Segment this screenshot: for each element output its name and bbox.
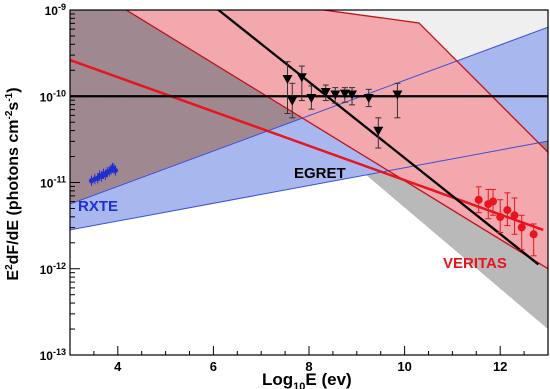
band-overlap — [70, 10, 548, 205]
veritas-point — [474, 195, 483, 204]
y-tick-label: 10-13 — [40, 347, 66, 363]
veritas-label: VERITAS — [443, 255, 507, 272]
egret-point — [330, 90, 341, 100]
egret-label: EGRET — [294, 165, 346, 182]
x-tick-label: 8 — [305, 359, 312, 374]
egret-point — [287, 96, 298, 106]
egret-point — [347, 90, 358, 100]
egret-point — [296, 73, 307, 83]
veritas-point — [489, 197, 498, 206]
veritas-point — [517, 223, 526, 232]
rxte-label: RXTE — [78, 198, 118, 215]
x-tick-label: 6 — [210, 359, 217, 374]
x-tick-label: 10 — [397, 359, 411, 374]
blue_band-upper-edge — [70, 26, 548, 205]
veritas-model-line — [70, 58, 544, 232]
axes: 4 6 8 10 12 10-13 10-12 10-11 10-10 10-9 — [40, 2, 549, 374]
red_band-lower-edge — [124, 10, 548, 270]
veritas-point — [503, 206, 512, 215]
egret-point — [339, 89, 350, 99]
egret-point — [373, 126, 384, 136]
y-axis-title: E2dF/dE (photons cm-2s-1) — [4, 87, 22, 280]
egret-point — [306, 93, 317, 103]
rxte-point — [112, 167, 119, 174]
svg-text:Log10E (ev): Log10E (ev) — [262, 370, 352, 389]
data-points — [88, 61, 538, 257]
x-tick-label: 12 — [493, 359, 507, 374]
veritas-point — [510, 211, 519, 220]
y-tick-label: 10-9 — [45, 2, 66, 18]
egret-model-line-2 — [216, 10, 540, 266]
veritas-point — [529, 230, 538, 239]
svg-text:E2dF/dE (photons cm-2s-1): E2dF/dE (photons cm-2s-1) — [4, 87, 22, 280]
egret-point — [363, 93, 374, 103]
veritas-point — [496, 213, 505, 221]
y-tick-label: 10-10 — [40, 88, 66, 104]
y-tick-label: 10-12 — [40, 261, 66, 277]
x-axis-title: Log10E (ev) — [262, 370, 352, 389]
egret-point — [282, 75, 293, 84]
egret-point — [392, 90, 403, 100]
blue_band-lower-edge — [70, 140, 548, 231]
y-tick-label: 10-11 — [40, 175, 66, 191]
red_band-upper-edge — [318, 10, 548, 153]
x-tick-label: 4 — [114, 359, 122, 374]
egret-point — [320, 87, 331, 97]
